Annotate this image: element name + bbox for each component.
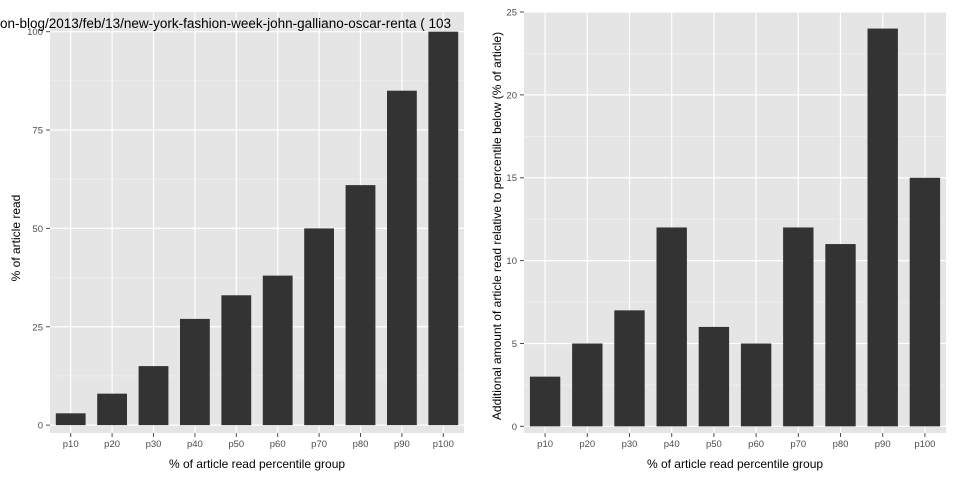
bar-p30	[614, 310, 645, 427]
bars-left	[55, 31, 459, 426]
bar-p40	[656, 227, 687, 427]
x-tick-label: p30	[622, 439, 638, 450]
bar-p40	[179, 318, 210, 426]
y-tick-label: 100	[27, 27, 43, 38]
y-tick-label: 10	[506, 256, 517, 267]
x-tick-label: p60	[748, 439, 764, 450]
bar-p60	[740, 343, 772, 427]
bar-p80	[825, 244, 856, 427]
x-tick-label: p20	[579, 439, 595, 450]
bar-p70	[304, 228, 335, 426]
bar-p70	[783, 227, 814, 427]
x-tick-label: p70	[311, 439, 327, 450]
x-tick-label: p100	[433, 439, 454, 450]
bar-p100	[428, 31, 459, 426]
y-tick-label: 25	[32, 322, 43, 333]
x-axis-title-right: % of article read percentile group	[647, 457, 823, 471]
x-tick-label: p10	[537, 439, 553, 450]
y-tick-label: 20	[506, 90, 517, 101]
x-tick-label: p90	[394, 439, 410, 450]
bar-p60	[262, 275, 293, 426]
x-axis-right: p10 p20 p30 p40 p50 p60 p70 p80 p90 p100	[537, 433, 935, 450]
x-tick-label: p50	[706, 439, 722, 450]
bars-right	[529, 28, 941, 427]
bar-p30	[138, 366, 169, 426]
y-tick-label: 0	[512, 422, 517, 433]
x-tick-label: p80	[833, 439, 849, 450]
bar-p50	[221, 295, 252, 426]
bar-p90	[386, 90, 417, 426]
y-tick-label: 50	[32, 224, 43, 235]
y-tick-label: 5	[512, 339, 517, 350]
bar-p50	[698, 326, 730, 427]
bar-p10	[529, 376, 561, 427]
x-tick-label: p70	[790, 439, 806, 450]
y-tick-label: 15	[506, 173, 517, 184]
y-axis-right: 0 5 10 15 20 25	[506, 8, 524, 433]
y-axis-title-left: % of article read	[9, 195, 23, 282]
y-tick-label: 0	[38, 421, 43, 432]
bar-p20	[97, 393, 128, 426]
x-tick-label: p60	[270, 439, 286, 450]
bar-p100	[909, 177, 941, 427]
x-tick-label: p30	[146, 439, 162, 450]
y-tick-label: 25	[506, 8, 517, 19]
chart-title-left: on-blog/2013/feb/13/new-york-fashion-wee…	[0, 16, 451, 31]
x-tick-label: p10	[63, 439, 79, 450]
x-axis-left: p10 p20 p30 p40 p50 p60 p70 p80 p90 p100	[63, 433, 454, 450]
bar-p80	[345, 185, 376, 426]
x-tick-label: p40	[664, 439, 680, 450]
y-axis-title-right: Additional amount of article read relati…	[490, 32, 504, 420]
x-axis-title-left: % of article read percentile group	[169, 457, 345, 471]
bar-p20	[572, 343, 603, 427]
x-tick-label: p50	[228, 439, 244, 450]
x-tick-label: p20	[104, 439, 120, 450]
y-tick-label: 75	[32, 126, 43, 137]
y-axis-left: 0 25 50 75 100	[27, 27, 50, 432]
x-tick-label: p90	[875, 439, 891, 450]
bar-p90	[867, 28, 898, 427]
x-tick-label: p40	[187, 439, 203, 450]
bar-p10	[55, 413, 86, 426]
x-tick-label: p80	[353, 439, 369, 450]
x-tick-label: p100	[914, 439, 935, 450]
